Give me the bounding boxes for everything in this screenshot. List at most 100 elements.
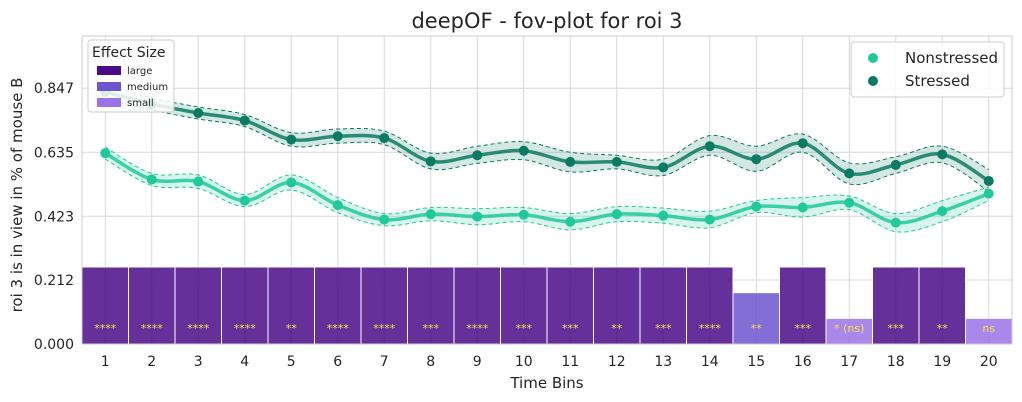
- effect-legend-box: [87, 39, 175, 113]
- data-point: [193, 176, 204, 187]
- effect-bar: [407, 266, 455, 345]
- upper-bound-line: [105, 146, 989, 215]
- significance-label: ****: [466, 322, 489, 335]
- x-tick-label: 2: [147, 354, 156, 370]
- significance-label: ****: [234, 322, 257, 335]
- data-point: [379, 133, 390, 144]
- y-tick-label: 0.212: [34, 273, 74, 289]
- x-tick-label: 9: [473, 354, 482, 370]
- series-legend-label: Stressed: [905, 72, 970, 90]
- effect-bar: [81, 266, 129, 345]
- x-tick-label: 8: [426, 354, 435, 370]
- data-point: [658, 162, 669, 173]
- effect-bar: [779, 266, 827, 345]
- data-point: [425, 156, 436, 167]
- effect-legend-label: large: [127, 66, 152, 77]
- significance-label: ****: [699, 322, 722, 335]
- confidence-bands: [105, 83, 990, 233]
- y-tick-label: 0.423: [34, 209, 74, 225]
- data-point: [937, 149, 948, 160]
- data-point: [844, 168, 855, 179]
- data-point: [611, 156, 622, 167]
- data-point: [704, 214, 715, 225]
- data-point: [844, 197, 855, 208]
- data-point: [704, 141, 715, 152]
- data-point: [797, 202, 808, 213]
- x-tick-label: 15: [747, 354, 765, 370]
- effect-legend-label: medium: [127, 82, 168, 93]
- significance-label: ****: [373, 322, 396, 335]
- effect-legend-swatch: [97, 98, 121, 107]
- data-point: [751, 201, 762, 212]
- effect-bar: [872, 266, 920, 345]
- effect-size-legend: Effect Size large medium small: [87, 39, 175, 113]
- significance-label: * (ns): [834, 322, 864, 335]
- data-point: [797, 138, 808, 149]
- series-legend-marker: [868, 53, 878, 63]
- effect-bar: [965, 317, 1013, 345]
- x-tick-label: 14: [701, 354, 719, 370]
- data-point: [379, 214, 390, 225]
- x-tick-labels: 1 2 3 4 5 6 7 8 9 10 11 12 13 14 15 16 17 18 19 20: [101, 354, 998, 370]
- effect-legend-title: Effect Size: [92, 45, 165, 61]
- chart-title: deepOF - fov-plot for roi 3: [411, 9, 682, 33]
- x-tick-label: 4: [240, 354, 249, 370]
- confidence-band: [105, 147, 989, 233]
- significance-label: ****: [94, 322, 117, 335]
- data-point: [890, 217, 901, 228]
- significance-label: ****: [141, 322, 164, 335]
- x-tick-label: 20: [980, 354, 998, 370]
- plot-frame: [81, 35, 1013, 345]
- lower-bound-line: [105, 98, 990, 192]
- x-tick-label: 18: [887, 354, 905, 370]
- significance-label: ***: [516, 322, 533, 335]
- data-point: [518, 209, 529, 220]
- lower-bound-line: [105, 158, 989, 233]
- significance-label: ns: [982, 322, 995, 335]
- series-legend-label: Nonstressed: [905, 49, 998, 67]
- y-tick-label: 0.847: [34, 81, 74, 97]
- x-tick-label: 1: [101, 354, 110, 370]
- x-tick-label: 19: [933, 354, 951, 370]
- data-point: [937, 206, 948, 217]
- data-point: [472, 150, 483, 161]
- effect-bar: [732, 292, 780, 345]
- data-point: [332, 200, 343, 211]
- effect-bar: [360, 266, 408, 345]
- significance-label: ***: [562, 322, 579, 335]
- x-tick-label: 12: [608, 354, 626, 370]
- data-point: [658, 210, 669, 221]
- series-legend-marker: [868, 76, 878, 86]
- data-point: [146, 174, 157, 185]
- data-point: [565, 156, 576, 167]
- significance-label: ***: [655, 322, 672, 335]
- significance-label: ****: [327, 322, 350, 335]
- x-tick-label: 16: [794, 354, 812, 370]
- x-tick-label: 5: [287, 354, 296, 370]
- x-tick-label: 13: [654, 354, 672, 370]
- effect-size-bars: [81, 266, 1013, 345]
- significance-label: **: [611, 322, 623, 335]
- data-point: [193, 108, 204, 118]
- data-point: [983, 175, 994, 186]
- x-tick-label: 11: [561, 354, 579, 370]
- significance-label: ***: [795, 322, 812, 335]
- significance-label: **: [751, 322, 763, 335]
- x-tick-label: 10: [515, 354, 533, 370]
- effect-bar: [314, 266, 362, 345]
- effect-legend-label: small: [127, 98, 154, 109]
- data-point: [518, 145, 529, 156]
- y-tick-label: 0.000: [34, 337, 74, 353]
- data-point: [611, 209, 622, 220]
- effect-bar: [453, 266, 501, 345]
- effect-legend-swatch: [97, 82, 121, 91]
- data-point: [100, 148, 111, 159]
- effect-legend-swatch: [97, 66, 121, 75]
- significance-labels: **** **** **** **** ** **** **** *** **** *** *** *…: [94, 322, 995, 335]
- significance-label: **: [937, 322, 949, 335]
- effect-bar: [686, 266, 734, 345]
- effect-bar: [221, 266, 269, 345]
- data-point: [286, 134, 297, 145]
- series-legend-box: [850, 41, 1005, 98]
